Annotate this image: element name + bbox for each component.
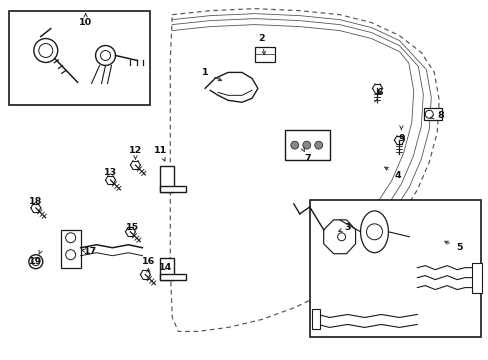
Text: 14: 14 xyxy=(159,263,172,272)
Text: 8: 8 xyxy=(437,111,444,120)
Text: 19: 19 xyxy=(29,257,42,266)
Bar xyxy=(254,46,274,62)
Circle shape xyxy=(314,141,322,149)
Text: 2: 2 xyxy=(258,34,264,43)
Bar xyxy=(9,11,150,105)
Text: 5: 5 xyxy=(455,243,462,252)
Text: 12: 12 xyxy=(128,145,142,154)
Bar xyxy=(424,108,441,120)
Bar xyxy=(61,230,81,268)
Bar xyxy=(309,200,480,337)
Bar xyxy=(285,130,329,160)
Text: 4: 4 xyxy=(393,171,400,180)
Text: 16: 16 xyxy=(142,257,155,266)
Text: 17: 17 xyxy=(84,247,97,256)
Text: 7: 7 xyxy=(304,154,310,163)
Text: 6: 6 xyxy=(375,88,382,97)
Text: 18: 18 xyxy=(29,197,42,206)
Text: 15: 15 xyxy=(125,223,139,232)
Bar xyxy=(160,186,186,192)
Bar xyxy=(160,258,174,280)
Text: 10: 10 xyxy=(79,18,92,27)
Text: 3: 3 xyxy=(344,223,350,232)
Text: 9: 9 xyxy=(397,134,404,143)
Bar xyxy=(160,274,186,280)
Text: 1: 1 xyxy=(202,68,208,77)
Circle shape xyxy=(302,141,310,149)
Bar xyxy=(160,166,174,192)
Bar xyxy=(311,310,319,329)
Bar xyxy=(471,263,481,293)
Text: 13: 13 xyxy=(104,167,117,176)
Text: 11: 11 xyxy=(153,145,166,154)
Circle shape xyxy=(290,141,298,149)
